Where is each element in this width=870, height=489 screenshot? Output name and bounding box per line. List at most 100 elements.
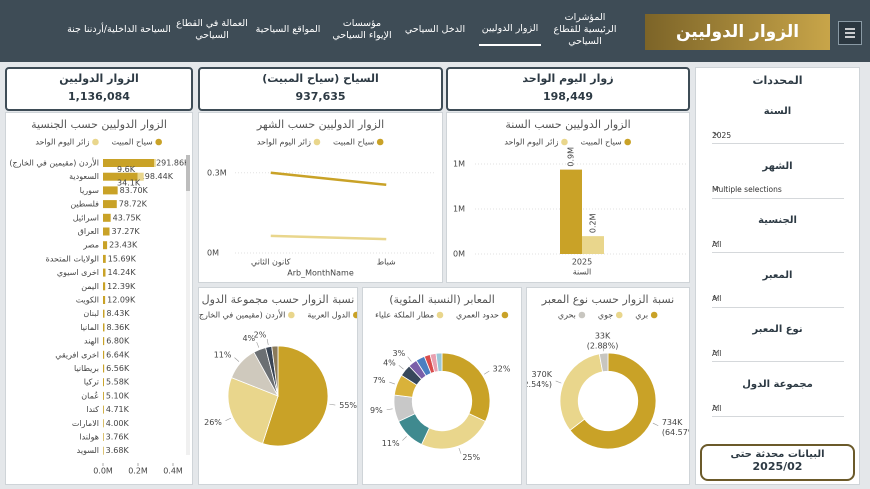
bar — [103, 391, 104, 400]
filter-label: الجنسية — [758, 215, 797, 227]
scrollbar-thumb — [186, 155, 190, 191]
filter-dropdown[interactable]: Multiple selections — [712, 182, 844, 199]
legend-label: مطار الملكة علياء — [375, 311, 434, 320]
y-tick-label: 0M — [207, 249, 219, 258]
chart-panel: المعابر (النسبة المئوية) حدود العمري مطار … — [362, 287, 522, 485]
line-series — [270, 171, 387, 187]
kpi-label: زوار اليوم الواحد — [522, 72, 614, 85]
kpi-value: 1,136,084 — [68, 90, 130, 103]
value-label: 0.9M — [567, 147, 576, 167]
nav-tab[interactable]: الزوار الدوليين — [479, 14, 541, 46]
bar — [103, 200, 117, 209]
line-series — [270, 234, 387, 241]
category-label: الهند — [84, 337, 99, 346]
chart-title: الزوار الدوليين حسب الشهر — [256, 118, 384, 131]
bar — [103, 364, 105, 373]
filter-label: مجموعة الدول — [742, 379, 813, 390]
bar — [103, 419, 104, 428]
chart-title: الزوار الدوليين حسب السنة — [505, 118, 630, 131]
legend-label: الدول العربية — [307, 311, 350, 320]
value-label: 4.71K — [106, 405, 130, 414]
x-axis-label: Arb_MonthName — [287, 269, 354, 278]
menu-icon — [845, 28, 855, 38]
category-label: هولندا — [79, 433, 99, 442]
donut-slice — [569, 352, 657, 450]
filter-dropdown[interactable]: All — [712, 400, 844, 417]
category-label: اخرى اسيوي — [57, 268, 99, 277]
category-label: اسرائيل — [73, 213, 99, 222]
chart-panel: نسبة الزوار حسب مجموعة الدول الدول العربي… — [198, 287, 358, 485]
chevron — [712, 295, 720, 300]
filter-dropdown[interactable]: All — [712, 291, 844, 308]
value-label: 55% — [339, 401, 357, 410]
value-label: 23.43K — [109, 241, 138, 250]
value-label: 7% — [373, 376, 386, 385]
legend-swatch — [288, 311, 295, 319]
legend-swatch — [578, 311, 586, 319]
legend-label: بحري — [558, 311, 576, 320]
pie-slice — [227, 377, 279, 445]
pie-slice — [271, 345, 279, 397]
chevron-line — [712, 350, 720, 355]
leader-line — [652, 422, 659, 426]
x-tick-label: كانون الثاني — [251, 258, 291, 267]
value-label: 370K — [531, 370, 552, 379]
leader-line — [266, 338, 269, 345]
bar — [103, 241, 108, 250]
nav-tab[interactable]: السياحة الداخلية/أردننا جنة — [67, 24, 171, 35]
chart: الزوار الدوليين حسب الشهر سياح المبيت زائر… — [207, 118, 434, 278]
leader-line — [389, 381, 396, 385]
value-label: 11% — [382, 439, 400, 448]
category-label: تركيا — [84, 378, 99, 387]
value-label: 5.10K — [106, 391, 130, 400]
legend: الدول العربية الأردن (مقيمين في الخارج) — [199, 310, 357, 320]
legend-swatch — [92, 138, 99, 146]
filter-label: المعبر — [762, 269, 793, 281]
value-label: 2% — [254, 331, 267, 340]
chart: الزوار الدوليين حسب الجنسية سياح المبيت زا… — [9, 118, 190, 476]
kpi-value: 198,449 — [542, 90, 594, 103]
bar — [582, 236, 604, 254]
chevron-line — [712, 240, 720, 245]
legend-swatch — [501, 311, 509, 319]
update-box: البيانات محدثة حتى 2025/02 — [700, 444, 855, 481]
donut-slice — [421, 413, 486, 450]
chevron-line — [712, 186, 720, 191]
chart-title: نسبة الزوار حسب مجموعة الدول — [202, 293, 355, 306]
menu-button[interactable] — [838, 21, 862, 45]
category-label: عُمان — [81, 391, 99, 400]
chart: نسبة الزوار حسب مجموعة الدول الدول العربي… — [199, 293, 357, 447]
legend-swatch — [436, 311, 444, 319]
y-tick-label: 0M — [453, 250, 465, 259]
category-label: سوريا — [80, 186, 100, 195]
category-label: الأردن (مقيمين في الخارج) — [9, 158, 99, 168]
legend-swatch — [561, 138, 568, 146]
bar — [137, 172, 144, 181]
value-label: 3% — [393, 349, 406, 358]
value-label: 3.76K — [106, 433, 130, 442]
filter-dropdown[interactable]: 2025 — [712, 127, 844, 144]
nav-tab[interactable]: المؤشرات الرئيسية للقطاع السياحي — [553, 12, 617, 47]
nav-tab[interactable]: مؤسسات الإيواء السياحي — [332, 18, 392, 41]
leader-line — [398, 365, 404, 370]
filter-dropdown[interactable]: All — [712, 345, 844, 363]
leader-line — [602, 345, 604, 352]
filter-title: المحددات — [752, 74, 803, 87]
nav-tab[interactable]: العمالة في القطاع السياحي — [176, 18, 248, 41]
nav-tab[interactable]: الدخل السياحي — [404, 24, 466, 35]
bar — [103, 227, 110, 236]
value-label: 5.58K — [106, 378, 130, 387]
legend-swatch — [615, 311, 623, 319]
legend: بري جوي بحري — [558, 311, 658, 320]
chart-title: نسبة الزوار حسب نوع المعبر — [541, 293, 674, 306]
chart-panel: الزوار الدوليين حسب السنة سياح المبيت زائر… — [446, 112, 690, 283]
filter-dropdown[interactable]: All — [712, 236, 844, 254]
chevron — [712, 350, 720, 355]
y-tick-label: 1M — [453, 160, 465, 169]
category-label: لبنان — [83, 309, 99, 318]
bar — [103, 159, 155, 167]
category-label: السويد — [77, 446, 99, 455]
bar — [103, 405, 104, 414]
nav-tab[interactable]: المواقع السياحية — [255, 24, 321, 35]
